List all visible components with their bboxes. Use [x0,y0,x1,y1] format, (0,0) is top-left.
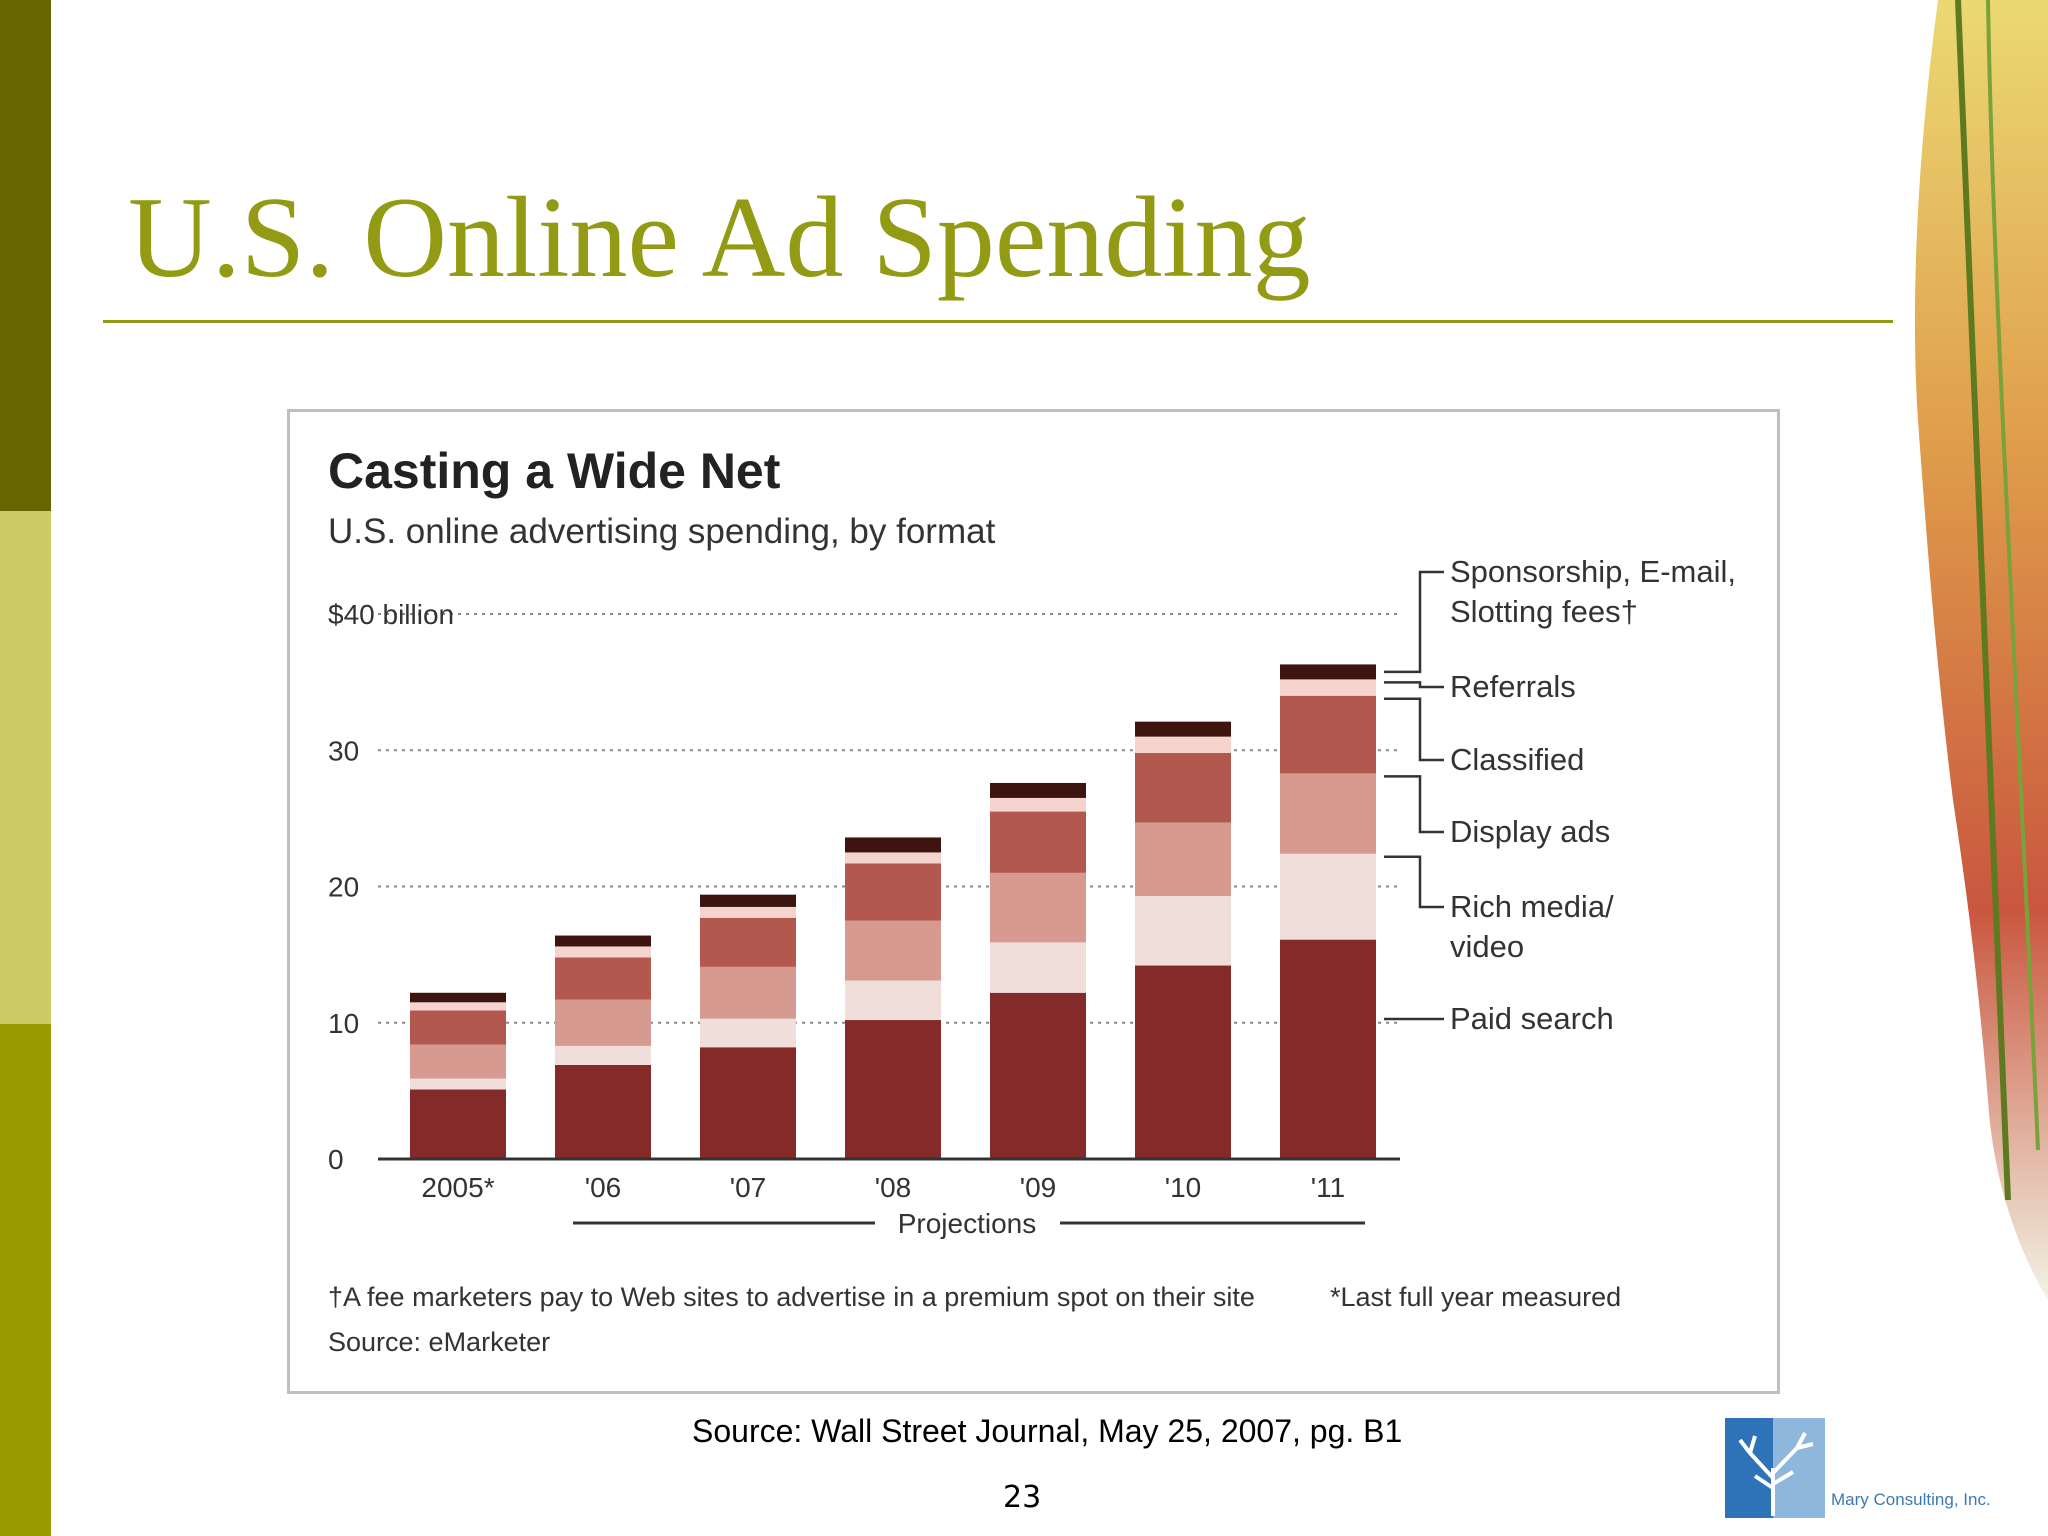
legend-connector-0 [1384,570,1444,674]
slide-title: U.S. Online Ad Spending [128,174,1311,302]
bar-segment-6-0 [1280,939,1376,1159]
y-tick-label-0: $40 billion [328,599,454,630]
bar-segment-4-1 [990,942,1086,993]
bar-segment-5-5 [1135,721,1231,737]
legend-label-1-0: Referrals [1450,669,1576,704]
x-tick-label-6: '11 [1311,1172,1345,1203]
legend-label-4-0: Rich media/ [1450,889,1614,924]
bar-segment-0-4 [410,1002,506,1011]
bar-segment-5-0 [1135,965,1231,1159]
bar-segment-6-4 [1280,679,1376,696]
y-tick-label-3: 10 [328,1008,359,1039]
bar-segment-5-3 [1135,752,1231,823]
bar-segment-2-1 [700,1018,796,1048]
slide-source: Source: Wall Street Journal, May 25, 200… [692,1413,1403,1449]
bar-segment-0-1 [410,1078,506,1090]
bar-segment-4-5 [990,782,1086,798]
legend-connector-4 [1384,855,1444,909]
bar-segment-4-0 [990,992,1086,1159]
page-number: 23 [1003,1480,1042,1515]
footnote-asterisk: *Last full year measured [1330,1282,1622,1312]
tree-logo-icon [1725,1418,1825,1518]
bar-segment-1-2 [555,999,651,1046]
bar-segment-0-3 [410,1010,506,1045]
bar-segment-3-5 [845,837,941,853]
x-tick-label-4: '09 [1020,1172,1057,1203]
x-tick-label-5: '10 [1165,1172,1202,1203]
legend-label-3-0: Display ads [1450,814,1610,849]
x-tick-label-2: '07 [730,1172,767,1203]
bar-segment-5-4 [1135,736,1231,753]
bar-segment-1-0 [555,1064,651,1159]
bar-segment-3-0 [845,1020,941,1159]
bar-segment-0-0 [410,1089,506,1159]
stacked-bar-chart: $40 billion 30 20 10 0 2005* '06 '07 '08 '09 '10 '1… [328,554,1736,1239]
legend-connector-2 [1384,697,1444,762]
bar-segment-1-5 [555,935,651,947]
bar-segment-6-3 [1280,695,1376,774]
title-underline [103,320,1893,323]
bar-segment-6-2 [1280,773,1376,854]
bar-segment-3-3 [845,863,941,921]
bar-segment-2-4 [700,906,796,918]
x-tick-label-3: '08 [875,1172,912,1203]
bar-segment-4-3 [990,811,1086,873]
x-tick-label-1: '06 [585,1172,622,1203]
bar-segment-3-2 [845,920,941,981]
sidebar-band-top [0,0,51,511]
sidebar-band-middle [0,511,51,1024]
company-logo: Mary Consulting, Inc. [1725,1418,1993,1518]
footnote-source: Source: eMarketer [328,1327,551,1357]
bar-segment-2-5 [700,894,796,907]
bar-segment-1-1 [555,1045,651,1065]
legend-label-4-1: video [1450,929,1524,964]
chart-frame: $40 billion 30 20 10 0 2005* '06 '07 '08 '09 '10 '1… [287,409,1780,1394]
bar-segment-4-4 [990,797,1086,812]
legend-connector-1 [1384,681,1444,689]
bar-segment-3-1 [845,980,941,1021]
legend-label-0-1: Slotting fees† [1450,594,1638,629]
bar-segment-2-0 [700,1047,796,1159]
bar-segment-2-2 [700,966,796,1019]
legend-connector-3 [1384,775,1444,834]
bar-segment-1-3 [555,957,651,1000]
projections-label: Projections [898,1208,1037,1239]
y-tick-label-1: 30 [328,735,359,766]
bar-segment-3-4 [845,852,941,864]
bar-segment-4-2 [990,872,1086,943]
chart-title: Casting a Wide Net [328,443,781,499]
bar-segment-2-3 [700,917,796,967]
chart-subtitle: U.S. online advertising spending, by for… [328,512,996,551]
legend-label-0-0: Sponsorship, E-mail, [1450,554,1736,589]
legend-label-5-0: Paid search [1450,1001,1614,1036]
bar-segment-1-4 [555,946,651,958]
bar-segment-5-2 [1135,822,1231,897]
sidebar-band-bottom [0,1024,51,1536]
logo-text: Mary Consulting, Inc. [1831,1490,1991,1509]
footnote-dagger: †A fee marketers pay to Web sites to adv… [328,1282,1255,1312]
y-tick-label-2: 20 [328,872,359,903]
legend-label-2-0: Classified [1450,742,1584,777]
bar-segment-0-2 [410,1044,506,1079]
bar-segment-6-5 [1280,664,1376,680]
autumn-leaves-decoration [1914,0,2048,1300]
bar-segment-6-1 [1280,853,1376,940]
bar-segment-5-1 [1135,896,1231,966]
y-tick-label-4: 0 [328,1144,344,1175]
bar-segment-0-5 [410,992,506,1003]
x-tick-label-0: 2005* [421,1172,494,1203]
